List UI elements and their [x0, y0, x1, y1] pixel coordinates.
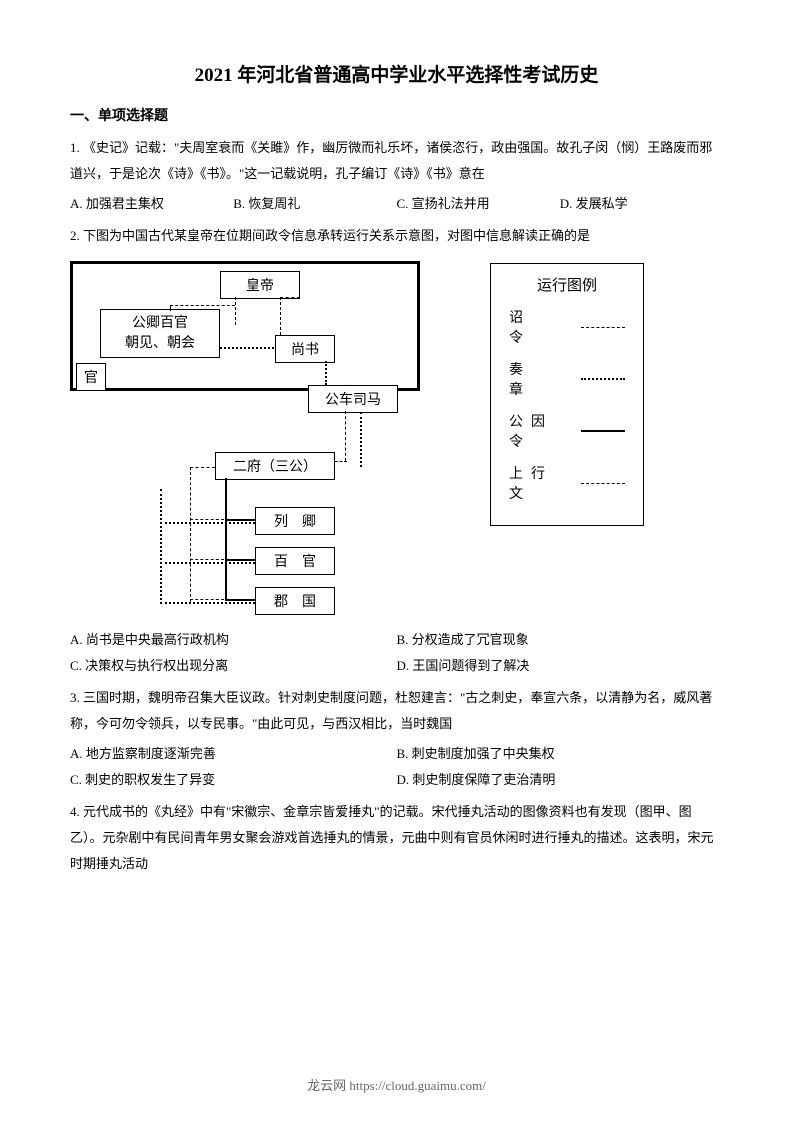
- conn-1: [235, 297, 236, 325]
- legend-line-solid: [581, 430, 625, 432]
- legend-line-dashdot: [581, 483, 625, 484]
- q2-opt-a: A. 尚书是中央最高行政机构: [70, 627, 397, 653]
- legend-label-2: 公因令: [509, 411, 567, 451]
- q3-opt-c: C. 刺史的职权发生了异变: [70, 767, 397, 793]
- legend-line-dash: [581, 327, 625, 328]
- q3-opt-b: B. 刺史制度加强了中央集权: [397, 741, 724, 767]
- node-guan: 官: [76, 363, 106, 391]
- legend-row-2: 公因令: [509, 411, 625, 451]
- node-junguo: 郡 国: [255, 587, 335, 615]
- conn-6a: [190, 519, 255, 520]
- node-gongche: 公车司马: [308, 385, 398, 413]
- conn-7c: [160, 602, 255, 604]
- legend-label-3: 上行文: [509, 463, 567, 503]
- conn-6t: [190, 467, 215, 468]
- legend-row-3: 上行文: [509, 463, 625, 503]
- node-court: 公卿百官 朝见、朝会: [100, 309, 220, 358]
- node-lieqing: 列 卿: [255, 507, 335, 535]
- q2-opt-b: B. 分权造成了冗官现象: [397, 627, 724, 653]
- page-title: 2021 年河北省普通高中学业水平选择性考试历史: [70, 60, 723, 87]
- conn-4: [345, 411, 346, 461]
- conn-6: [190, 467, 191, 602]
- conn-6b: [190, 559, 255, 560]
- legend-row-0: 诏 令: [509, 307, 625, 347]
- conn-4b: [335, 461, 347, 462]
- conn-6c: [190, 599, 255, 600]
- footer: 龙云网 https://cloud.guaimu.com/: [0, 1075, 793, 1094]
- legend-row-1: 奏 章: [509, 359, 625, 399]
- node-emperor: 皇帝: [220, 271, 300, 299]
- q1-opt-b: B. 恢复周礼: [233, 191, 396, 217]
- node-erfu: 二府（三公）: [215, 452, 335, 480]
- conn-2: [280, 297, 281, 335]
- conn-3: [325, 361, 327, 385]
- legend-title: 运行图例: [509, 274, 625, 295]
- q2-text: 2. 下图为中国古代某皇帝在位期间政令信息承转运行关系示意图，对图中信息解读正确…: [70, 223, 723, 249]
- diagram-wrapper: 皇帝 公卿百官 朝见、朝会 尚书 官 公车司马 二府（三公） 列 卿 百 官 郡…: [70, 257, 723, 617]
- q2-opt-c: C. 决策权与执行权出现分离: [70, 653, 397, 679]
- diagram-main: 皇帝 公卿百官 朝见、朝会 尚书 官 公车司马 二府（三公） 列 卿 百 官 郡…: [70, 257, 440, 617]
- q3-options: A. 地方监察制度逐渐完善 B. 刺史制度加强了中央集权 C. 刺史的职权发生了…: [70, 741, 723, 793]
- conn-1b: [170, 305, 235, 306]
- conn-7a: [160, 522, 255, 524]
- q3-opt-a: A. 地方监察制度逐渐完善: [70, 741, 397, 767]
- conn-2b: [280, 297, 300, 298]
- conn-7b: [160, 562, 255, 564]
- q3-opt-d: D. 刺史制度保障了吏治清明: [397, 767, 724, 793]
- legend-line-dot: [581, 378, 625, 380]
- conn-7: [160, 489, 162, 604]
- q2-opt-d: D. 王国问题得到了解决: [397, 653, 724, 679]
- q2-options: A. 尚书是中央最高行政机构 B. 分权造成了冗官现象 C. 决策权与执行权出现…: [70, 627, 723, 679]
- legend-box: 运行图例 诏 令 奏 章 公因令 上行文: [490, 263, 644, 526]
- q1-text: 1. 《史记》记载："夫周室衰而《关雎》作，幽厉微而礼乐坏，诸侯恣行，政由强国。…: [70, 135, 723, 187]
- legend-label-1: 奏 章: [509, 359, 567, 399]
- node-baiguan: 百 官: [255, 547, 335, 575]
- q1-opt-c: C. 宣扬礼法并用: [397, 191, 560, 217]
- node-court-line1: 公卿百官: [105, 314, 215, 334]
- q3-text: 3. 三国时期，魏明帝召集大臣议政。针对刺史制度问题，杜恕建言："古之刺史，奉宣…: [70, 685, 723, 737]
- node-court-line2: 朝见、朝会: [105, 334, 215, 354]
- conn-5: [225, 478, 227, 600]
- conn-8: [360, 412, 362, 467]
- q1-options: A. 加强君主集权 B. 恢复周礼 C. 宣扬礼法并用 D. 发展私学: [70, 191, 723, 217]
- conn-3b: [220, 347, 274, 349]
- q1-opt-d: D. 发展私学: [560, 191, 723, 217]
- q4-text: 4. 元代成书的《丸经》中有"宋徽宗、金章宗皆爱捶丸"的记载。宋代捶丸活动的图像…: [70, 799, 723, 877]
- section-header: 一、单项选择题: [70, 105, 723, 125]
- legend-label-0: 诏 令: [509, 307, 567, 347]
- node-shangshu: 尚书: [275, 335, 335, 363]
- conn-1c: [170, 305, 171, 311]
- q1-opt-a: A. 加强君主集权: [70, 191, 233, 217]
